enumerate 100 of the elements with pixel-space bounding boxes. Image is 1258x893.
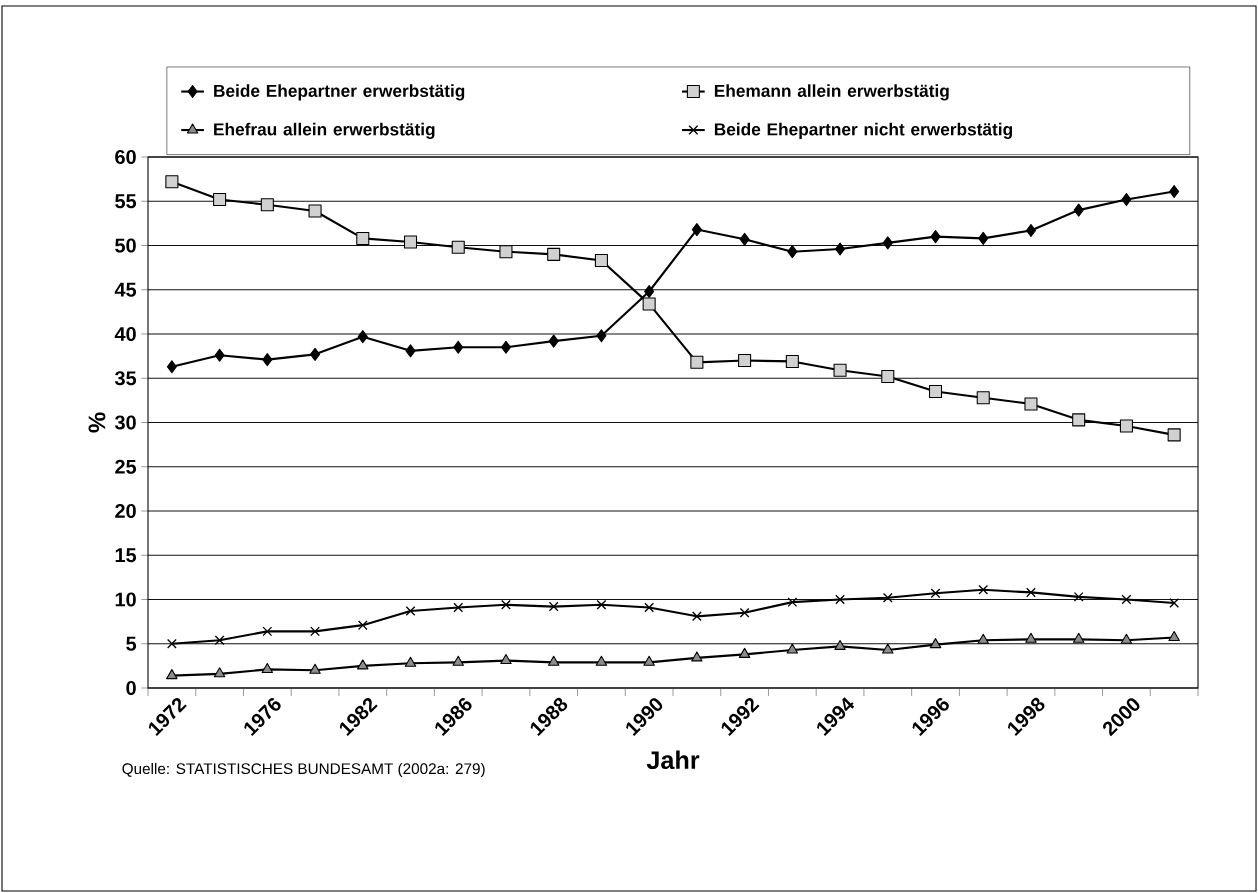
point bbox=[451, 240, 465, 254]
x-axis-title: Jahr bbox=[646, 750, 700, 770]
y-tick-label: 20 bbox=[115, 503, 136, 519]
point bbox=[594, 254, 608, 268]
y-tick-label: 35 bbox=[114, 371, 137, 386]
point bbox=[930, 588, 941, 599]
point bbox=[976, 391, 990, 405]
point bbox=[787, 245, 798, 259]
y-tick-label: 25 bbox=[115, 459, 137, 474]
point bbox=[499, 245, 513, 259]
legend-label: Beide Ehepartner nicht erwerbstätig bbox=[714, 122, 1012, 139]
y-tick-label: 30 bbox=[114, 415, 136, 430]
point bbox=[690, 355, 704, 369]
point bbox=[547, 247, 561, 261]
point bbox=[929, 638, 942, 649]
point bbox=[1072, 413, 1086, 427]
point bbox=[500, 654, 512, 665]
y-tick-label: 5 bbox=[126, 636, 137, 651]
point bbox=[548, 334, 559, 348]
point bbox=[262, 353, 273, 367]
point bbox=[1168, 631, 1180, 642]
point bbox=[500, 340, 512, 354]
point bbox=[977, 633, 989, 644]
y-tick-label: 55 bbox=[115, 194, 137, 209]
point bbox=[310, 347, 321, 361]
point bbox=[739, 232, 750, 246]
point bbox=[738, 354, 752, 368]
point bbox=[214, 348, 225, 362]
point bbox=[357, 659, 369, 670]
point bbox=[166, 669, 178, 680]
point bbox=[405, 344, 416, 358]
point bbox=[882, 643, 894, 654]
point bbox=[642, 297, 656, 311]
point bbox=[213, 192, 227, 207]
point bbox=[644, 284, 655, 299]
point bbox=[1121, 192, 1132, 207]
point bbox=[595, 655, 608, 666]
point bbox=[643, 655, 655, 666]
point bbox=[1026, 587, 1036, 598]
y-tick-label: 50 bbox=[115, 238, 136, 253]
point bbox=[1121, 594, 1132, 605]
point bbox=[548, 601, 559, 612]
point bbox=[1073, 203, 1084, 217]
point bbox=[596, 329, 607, 343]
y-tick-label: 10 bbox=[115, 592, 136, 607]
source-note: Quelle: STATISTISCHES BUNDESAMT (2002a: 279) bbox=[122, 762, 485, 778]
point bbox=[167, 639, 177, 649]
point bbox=[404, 656, 417, 667]
point bbox=[1073, 592, 1084, 602]
point bbox=[787, 597, 798, 607]
point bbox=[547, 655, 560, 666]
point bbox=[738, 647, 751, 658]
point bbox=[405, 606, 416, 616]
point bbox=[1120, 633, 1133, 644]
y-tick-label: 15 bbox=[115, 548, 137, 563]
point bbox=[835, 242, 846, 256]
point bbox=[1072, 632, 1085, 643]
point bbox=[1024, 397, 1038, 411]
point bbox=[452, 655, 464, 666]
point bbox=[786, 643, 799, 654]
point bbox=[928, 384, 943, 399]
y-tick-label: 45 bbox=[114, 282, 137, 297]
point bbox=[358, 620, 368, 630]
point bbox=[834, 639, 846, 650]
point bbox=[1169, 598, 1179, 608]
legend-label: Ehefrau allein erwerbstätig bbox=[214, 122, 435, 139]
point bbox=[644, 602, 654, 613]
point bbox=[453, 340, 464, 354]
point bbox=[785, 354, 799, 368]
legend-label: Ehemann allein erwerbstätig bbox=[714, 84, 949, 101]
point bbox=[881, 369, 895, 384]
y-tick-label: 40 bbox=[114, 326, 136, 342]
point bbox=[1119, 419, 1133, 433]
point bbox=[166, 360, 177, 374]
point bbox=[930, 230, 941, 244]
point bbox=[356, 231, 370, 245]
point bbox=[978, 231, 989, 245]
point bbox=[882, 236, 893, 250]
point bbox=[453, 602, 463, 613]
point bbox=[214, 635, 225, 645]
legend-label: Beide Ehepartner erwerbstätig bbox=[214, 84, 465, 101]
y-tick-label: 0 bbox=[126, 680, 136, 696]
point bbox=[691, 223, 702, 237]
point bbox=[213, 667, 226, 678]
point bbox=[310, 626, 320, 637]
point bbox=[501, 600, 511, 610]
point bbox=[883, 593, 893, 603]
point bbox=[1025, 632, 1037, 643]
point bbox=[165, 175, 179, 189]
point bbox=[1025, 223, 1037, 237]
point bbox=[260, 198, 274, 212]
y-axis-title: % bbox=[88, 412, 106, 433]
point bbox=[357, 330, 368, 344]
point bbox=[691, 651, 703, 662]
y-tick-label: 60 bbox=[115, 149, 136, 165]
point bbox=[833, 363, 847, 377]
point bbox=[596, 600, 607, 610]
point bbox=[692, 611, 702, 622]
point bbox=[739, 608, 750, 618]
point bbox=[1167, 428, 1181, 442]
